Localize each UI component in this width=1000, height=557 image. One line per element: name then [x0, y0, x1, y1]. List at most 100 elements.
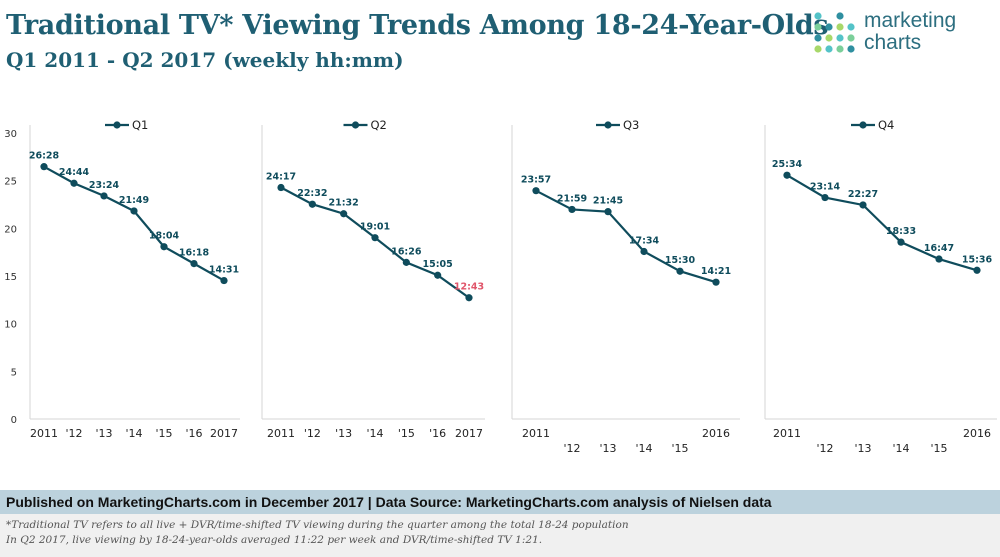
data-label: 14:21 — [701, 266, 731, 277]
x-tick-label: 2011 — [773, 427, 801, 440]
data-label: 12:43 — [454, 282, 484, 293]
legend-marker-q4 — [859, 121, 867, 129]
x-tick-label: 2011 — [267, 427, 295, 440]
logo-dot — [814, 12, 822, 20]
data-point — [308, 200, 316, 208]
logo-dot — [847, 23, 855, 31]
data-point — [604, 208, 612, 216]
logo-dot — [814, 45, 822, 53]
x-tick-label: 2017 — [210, 427, 238, 440]
data-point — [821, 193, 829, 202]
data-point — [568, 205, 576, 214]
data-point — [465, 294, 473, 302]
data-point — [371, 234, 379, 242]
x-tick-label: '14 — [366, 427, 383, 440]
data-label: 16:18 — [179, 248, 210, 259]
x-tick-label: '16 — [185, 427, 202, 440]
data-point — [160, 243, 168, 251]
legend-marker-q1 — [113, 121, 121, 129]
legend-label-q3: Q3 — [623, 118, 639, 132]
series-line-q3 — [535, 189, 717, 284]
data-label: 19:01 — [360, 222, 390, 233]
logo-dot — [847, 45, 855, 53]
data-label: 22:32 — [297, 188, 327, 199]
panel-q4: 25:34 23:14 22:27 18:33 16:47 15:36 2011 '12 '13… — [764, 118, 997, 455]
x-tick-label: 2016 — [702, 427, 730, 440]
logo-word-charts: charts — [864, 31, 922, 54]
data-point — [340, 210, 348, 218]
x-tick-label: 2011 — [522, 427, 550, 440]
chart-subtitle: Q1 2011 - Q2 2017 (weekly hh:mm) — [6, 48, 404, 72]
legend-label-q2: Q2 — [371, 118, 387, 132]
x-tick-label: '12 — [816, 442, 833, 455]
logo-word-marketing: marketing — [864, 9, 957, 32]
footnote-q2-2017: In Q2 2017, live viewing by 18-24-year-o… — [6, 534, 543, 546]
x-tick-label: '15 — [671, 442, 688, 455]
x-tick-label: '14 — [125, 427, 142, 440]
data-label: 16:47 — [924, 243, 954, 254]
data-label: 24:17 — [266, 172, 296, 183]
data-point — [859, 201, 867, 209]
data-label: 21:32 — [329, 198, 359, 209]
x-tick-label: 2017 — [455, 427, 483, 440]
x-tick-label: '13 — [335, 427, 352, 440]
data-label: 21:49 — [119, 195, 149, 206]
data-label: 15:36 — [962, 254, 993, 265]
x-tick-label: '15 — [155, 427, 172, 440]
data-point — [434, 271, 442, 279]
logo-dot — [836, 12, 844, 20]
logo-dot — [847, 34, 855, 42]
data-point — [935, 255, 943, 263]
data-point — [712, 278, 720, 286]
marketingcharts-logo: marketing charts — [812, 10, 997, 60]
data-label: 25:34 — [772, 159, 803, 170]
data-label: 23:57 — [521, 175, 551, 186]
x-tick-label: '16 — [429, 427, 446, 440]
x-tick-label: '12 — [563, 442, 580, 455]
x-tick-label: '13 — [95, 427, 112, 440]
data-point — [402, 258, 410, 266]
legend-marker-q3 — [604, 121, 612, 129]
footnotes: *Traditional TV refers to all live + DVR… — [0, 514, 1000, 557]
y-tick-label: 25 — [4, 177, 17, 188]
x-tick-label: 2016 — [963, 427, 991, 440]
legend-marker-q2 — [351, 121, 360, 129]
x-tick-label: '13 — [854, 442, 871, 455]
footnote-definition: *Traditional TV refers to all live + DVR… — [6, 519, 629, 531]
source-bar: Published on MarketingCharts.com in Dece… — [0, 490, 1000, 514]
x-tick-label: '15 — [930, 442, 947, 455]
data-point — [40, 163, 48, 171]
data-label: 26:28 — [29, 151, 60, 162]
logo-dot — [814, 34, 822, 42]
data-point — [130, 207, 138, 215]
data-point — [70, 179, 78, 187]
logo-dots-icon — [814, 12, 855, 53]
x-tick-label: '14 — [635, 442, 652, 455]
logo-dot — [825, 45, 833, 53]
logo-dot — [836, 23, 844, 31]
line-chart-panels: 0 5 10 15 20 25 30 26:28 24:44 23:24 21:49 18:04 16:… — [4, 118, 997, 455]
series-line-q4 — [786, 174, 978, 272]
x-tick-label: 2011 — [30, 427, 58, 440]
panel-q1: 26:28 24:44 23:24 21:49 18:04 16:18 14:31 2011 '… — [29, 118, 240, 440]
data-label: 23:24 — [89, 180, 120, 191]
data-label: 17:34 — [629, 235, 660, 246]
y-tick-label: 15 — [4, 272, 17, 283]
data-point — [220, 276, 228, 285]
data-label: 15:05 — [423, 259, 453, 270]
y-tick-label: 5 — [11, 367, 17, 378]
data-point — [190, 260, 198, 268]
data-label: 21:59 — [557, 193, 587, 204]
data-label: 15:30 — [665, 255, 696, 266]
data-label: 23:14 — [810, 182, 841, 193]
logo-dot — [814, 23, 822, 31]
legend-label-q1: Q1 — [132, 118, 148, 132]
logo-dot — [825, 23, 833, 31]
logo-wordmark: marketing charts — [864, 10, 956, 54]
data-label: 21:45 — [593, 196, 623, 207]
x-tick-label: '14 — [892, 442, 909, 455]
logo-dot — [825, 34, 833, 42]
data-label: 24:44 — [59, 167, 90, 178]
data-point — [532, 187, 540, 195]
